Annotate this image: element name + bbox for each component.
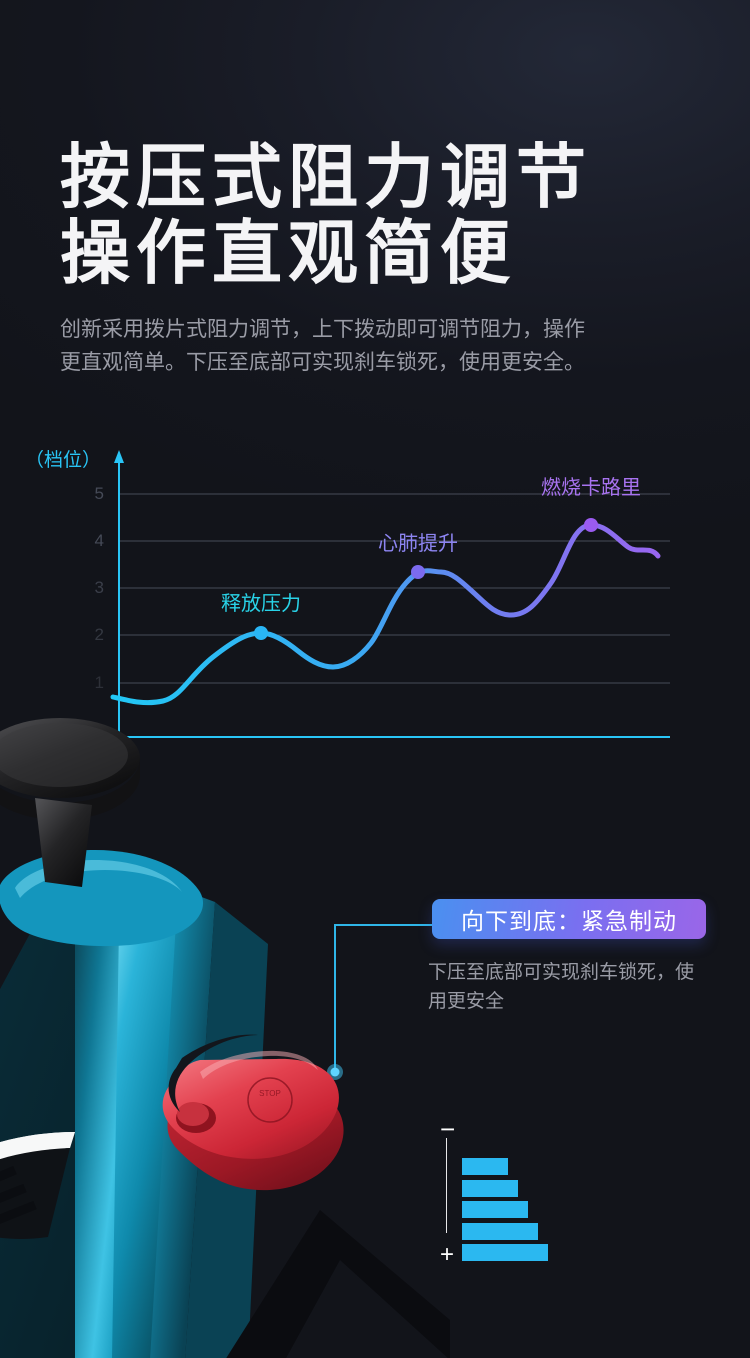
- svg-text:（档位）: （档位）: [25, 450, 101, 471]
- svg-text:STOP: STOP: [259, 1089, 281, 1098]
- svg-text:2: 2: [95, 625, 104, 644]
- svg-text:3: 3: [95, 578, 104, 597]
- svg-text:心肺提升: 心肺提升: [378, 532, 458, 555]
- svg-text:1: 1: [95, 673, 104, 692]
- svg-text:4: 4: [95, 531, 104, 550]
- svg-text:5: 5: [95, 484, 104, 503]
- svg-text:燃烧卡路里: 燃烧卡路里: [541, 476, 641, 499]
- svg-text:释放压力: 释放压力: [221, 592, 301, 615]
